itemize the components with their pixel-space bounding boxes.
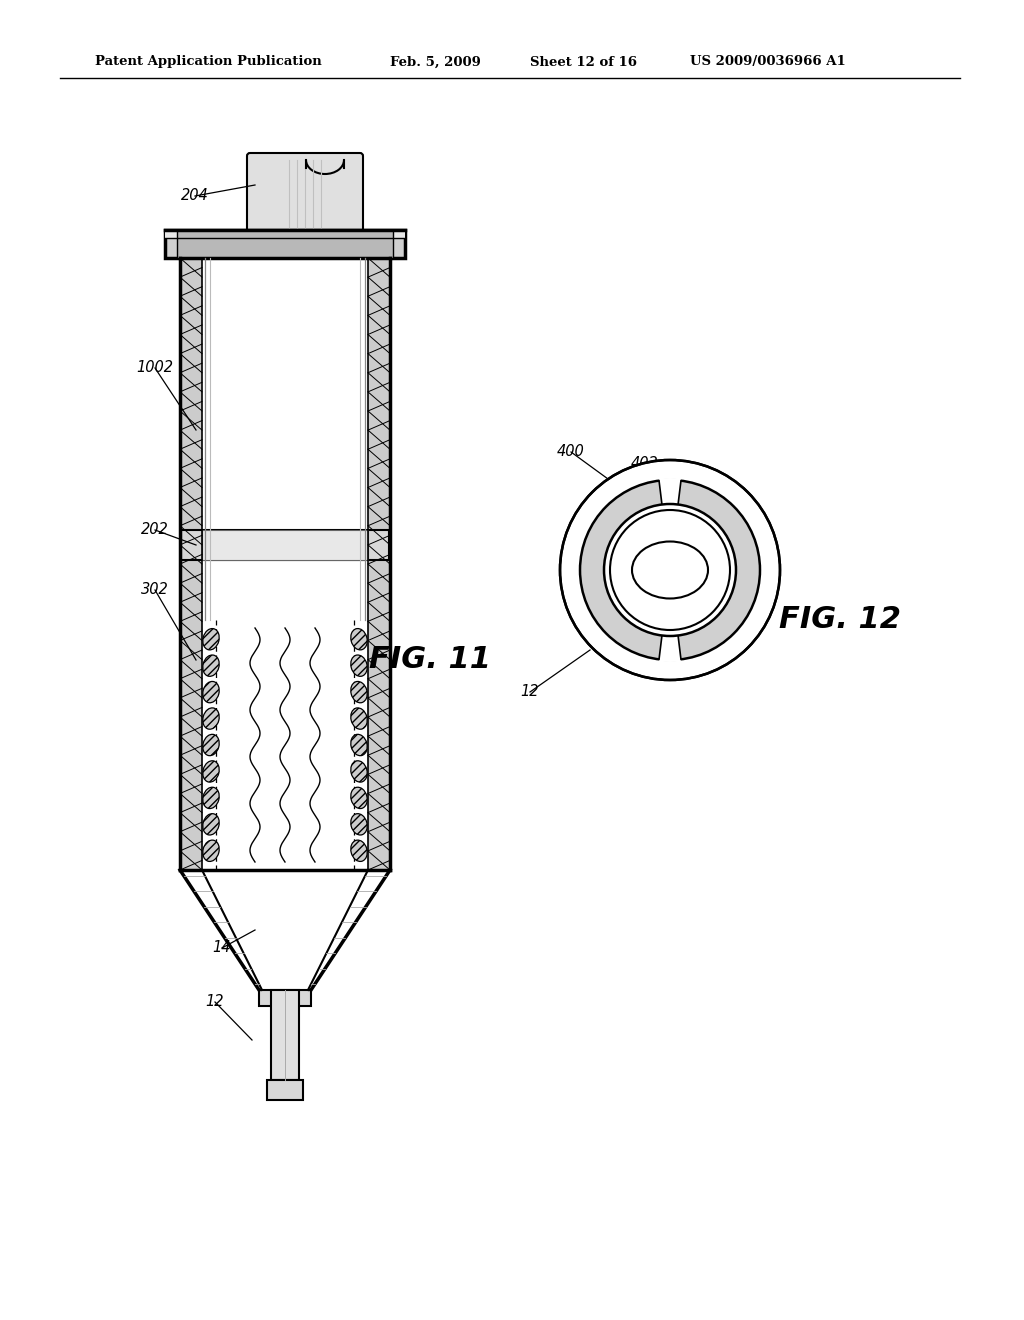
Circle shape	[604, 504, 736, 636]
Ellipse shape	[203, 708, 219, 729]
Ellipse shape	[351, 734, 368, 755]
Ellipse shape	[351, 708, 368, 729]
Text: FIG. 12: FIG. 12	[779, 606, 901, 635]
Text: Sheet 12 of 16: Sheet 12 of 16	[530, 55, 637, 69]
Text: 12: 12	[521, 685, 540, 700]
Text: 14: 14	[213, 940, 231, 956]
Ellipse shape	[203, 840, 219, 862]
Ellipse shape	[351, 628, 368, 649]
Ellipse shape	[203, 655, 219, 676]
Bar	[202, 620, 368, 870]
Text: 402: 402	[631, 457, 658, 471]
Bar	[177, 230, 393, 257]
Bar	[368, 257, 390, 870]
Ellipse shape	[203, 813, 219, 836]
Text: Feb. 5, 2009: Feb. 5, 2009	[390, 55, 481, 69]
Text: 400: 400	[557, 445, 585, 459]
Circle shape	[610, 510, 730, 630]
Ellipse shape	[203, 681, 219, 702]
Ellipse shape	[203, 760, 219, 783]
FancyBboxPatch shape	[247, 153, 362, 234]
Wedge shape	[658, 634, 681, 663]
Ellipse shape	[351, 681, 368, 702]
Text: 12: 12	[206, 994, 224, 1010]
Bar	[259, 990, 311, 1006]
Ellipse shape	[203, 787, 219, 809]
Ellipse shape	[351, 813, 368, 836]
Text: 1002: 1002	[136, 360, 173, 375]
Bar	[180, 257, 202, 870]
Circle shape	[604, 504, 736, 636]
Ellipse shape	[632, 541, 708, 598]
Bar	[165, 230, 406, 257]
Bar	[165, 230, 406, 238]
Bar	[271, 990, 299, 1080]
Text: 302: 302	[141, 582, 169, 598]
Text: 204: 204	[181, 189, 209, 203]
Ellipse shape	[351, 840, 368, 862]
Bar	[181, 531, 389, 560]
Ellipse shape	[351, 760, 368, 783]
Bar	[267, 1080, 303, 1100]
Ellipse shape	[203, 734, 219, 755]
Text: US 2009/0036966 A1: US 2009/0036966 A1	[690, 55, 846, 69]
Circle shape	[580, 480, 760, 660]
Bar	[202, 257, 368, 870]
Ellipse shape	[351, 787, 368, 809]
Circle shape	[560, 459, 780, 680]
Ellipse shape	[351, 655, 368, 676]
Text: Patent Application Publication: Patent Application Publication	[95, 55, 322, 69]
Text: FIG. 11: FIG. 11	[369, 645, 490, 675]
Ellipse shape	[203, 628, 219, 649]
Wedge shape	[658, 478, 681, 507]
Text: 202: 202	[141, 523, 169, 537]
Bar	[202, 531, 368, 560]
